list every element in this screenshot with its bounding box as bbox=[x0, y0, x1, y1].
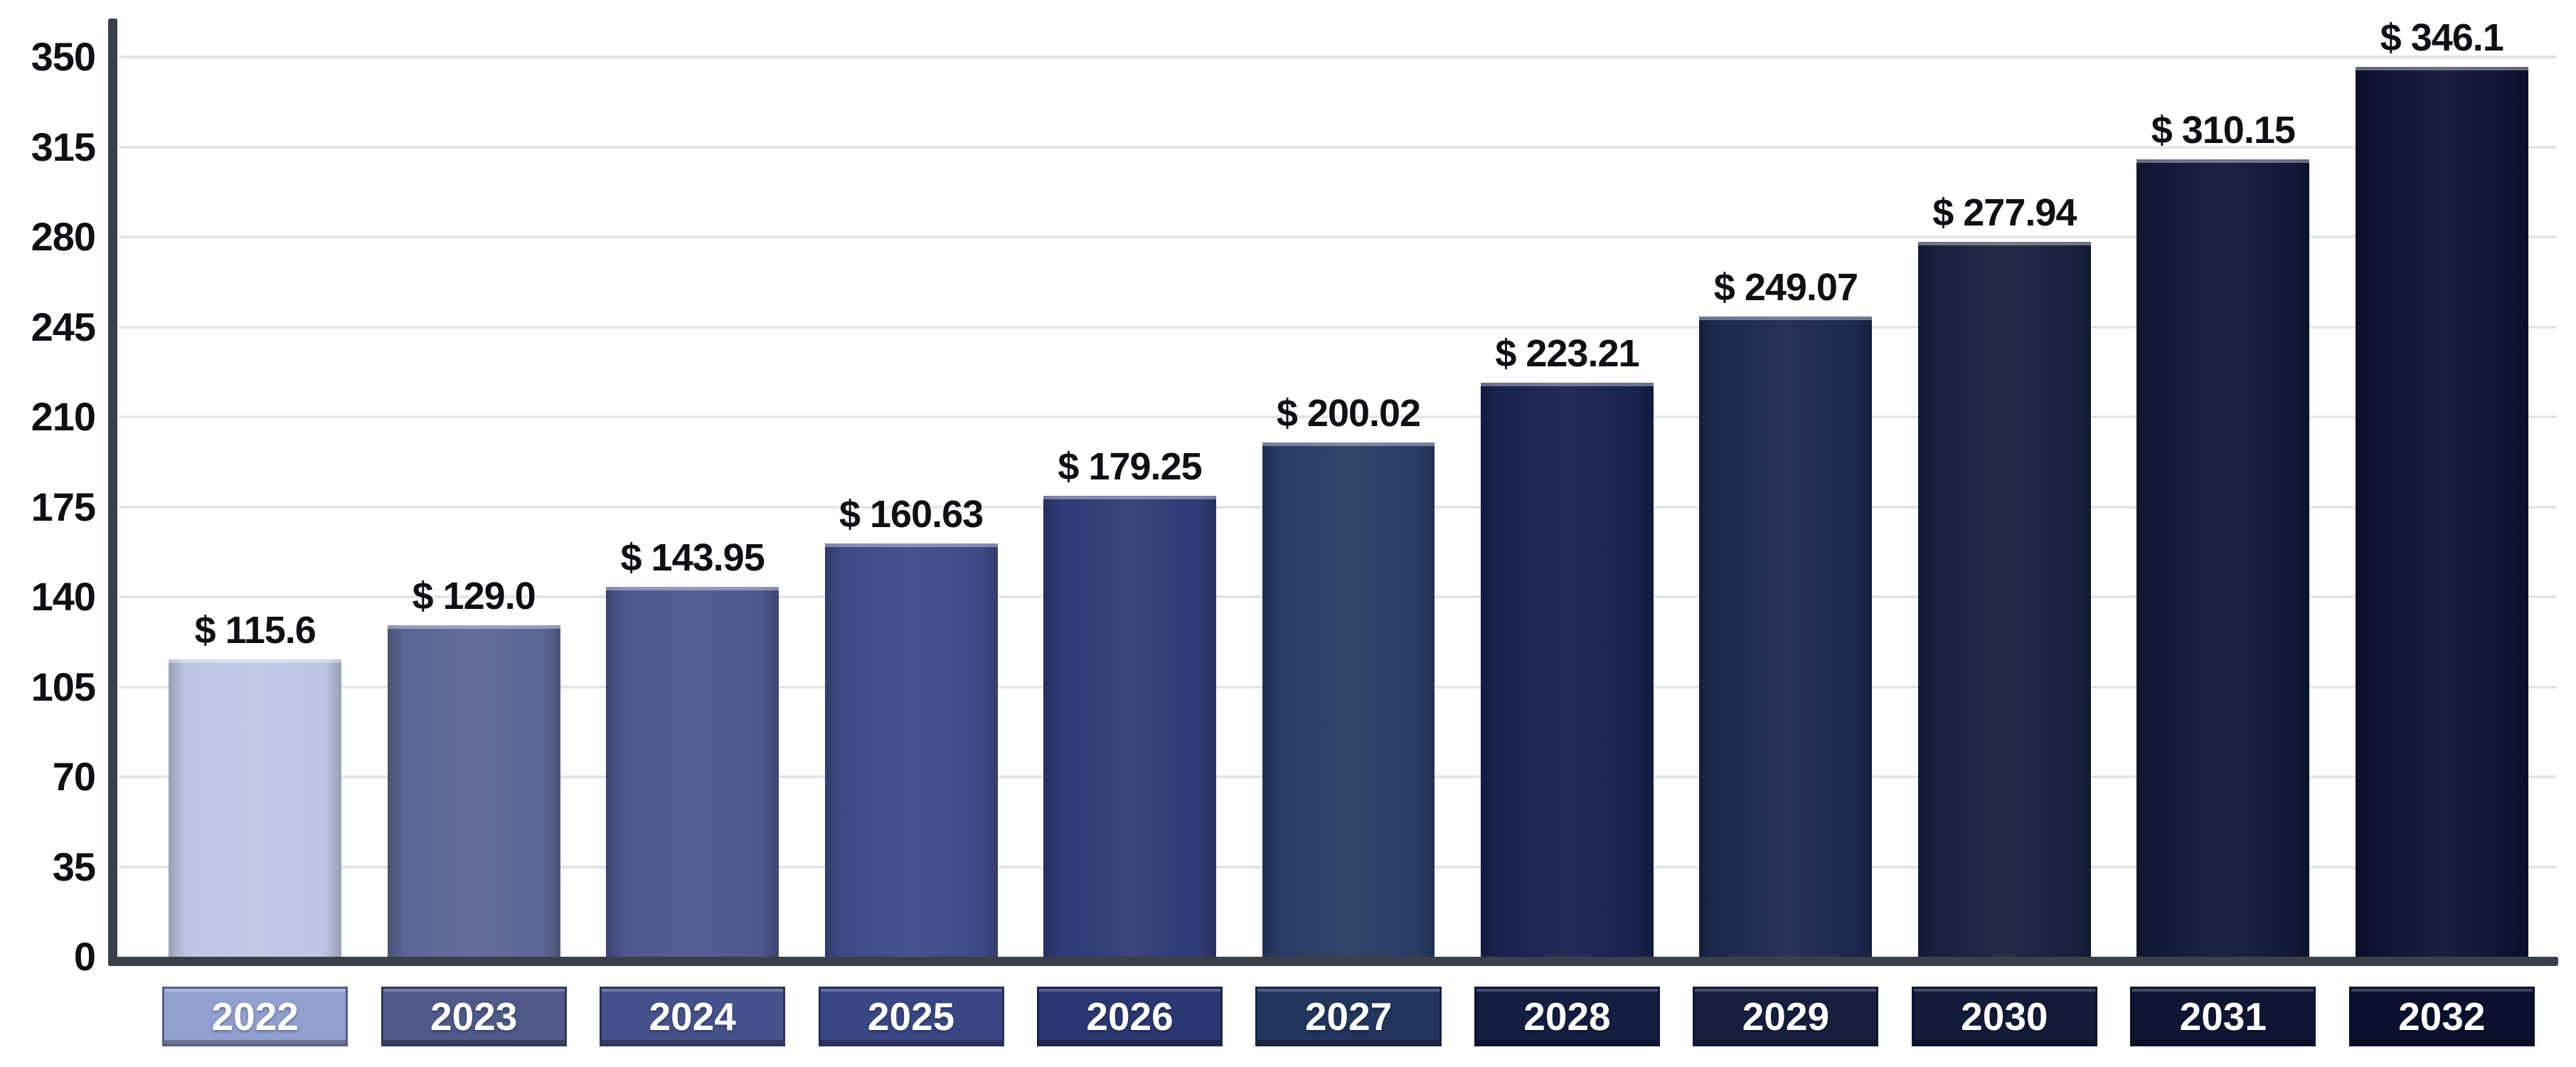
bar-value-label: $ 310.15 bbox=[2151, 109, 2296, 152]
gridline bbox=[118, 55, 2556, 58]
y-tick-label: 350 bbox=[31, 34, 96, 79]
year-slot: 2024 bbox=[583, 987, 802, 1046]
bar-2025: $ 160.63 bbox=[824, 495, 998, 957]
year-label-2025: 2025 bbox=[818, 987, 1004, 1046]
y-axis-tick-labels: 0 35 70 105 140 175 210 245 280 315 350 bbox=[0, 37, 100, 977]
y-tick-label: 35 bbox=[52, 844, 96, 889]
bar-value-label: $ 179.25 bbox=[1058, 445, 1202, 489]
bar-value-label: $ 200.02 bbox=[1276, 392, 1421, 435]
bar-2024: $ 143.95 bbox=[606, 538, 779, 957]
gridline bbox=[118, 415, 2556, 418]
year-label-2022: 2022 bbox=[162, 987, 348, 1046]
bar-value-label: $ 346.1 bbox=[2380, 16, 2504, 60]
year-slot: 2032 bbox=[2333, 987, 2551, 1046]
bar-2022: $ 115.6 bbox=[169, 611, 342, 957]
year-slot: 2029 bbox=[1676, 987, 1895, 1046]
bar-2023: $ 129.0 bbox=[387, 577, 560, 957]
year-label-2031: 2031 bbox=[2130, 987, 2316, 1046]
bar-slot: $ 310.15 bbox=[2114, 57, 2332, 957]
y-tick-label: 70 bbox=[52, 754, 96, 799]
y-tick-label: 245 bbox=[31, 304, 96, 349]
bar-slot: $ 160.63 bbox=[802, 57, 1020, 957]
year-labels-row: 2022 2023 2024 2025 2026 2027 2028 2029 2030 2031… bbox=[146, 987, 2551, 1046]
bar-slot: $ 223.21 bbox=[1458, 57, 1676, 957]
y-tick-label: 0 bbox=[73, 934, 96, 979]
year-label-2029: 2029 bbox=[1693, 987, 1879, 1046]
bar-value-label: $ 249.07 bbox=[1713, 265, 1858, 309]
bar-value-label: $ 160.63 bbox=[839, 493, 984, 536]
y-axis-line bbox=[108, 18, 117, 966]
gridline bbox=[118, 145, 2556, 149]
year-label-2024: 2024 bbox=[600, 987, 786, 1046]
year-label-2030: 2030 bbox=[1911, 987, 2097, 1046]
bar-value-label: $ 115.6 bbox=[194, 609, 316, 652]
bar-slot: $ 179.25 bbox=[1021, 57, 1239, 957]
year-slot: 2025 bbox=[802, 987, 1020, 1046]
year-slot: 2031 bbox=[2114, 987, 2332, 1046]
bar-2028: $ 223.21 bbox=[1481, 334, 1654, 957]
y-tick-label: 140 bbox=[31, 574, 96, 619]
year-label-2032: 2032 bbox=[2348, 987, 2535, 1046]
year-label-2023: 2023 bbox=[380, 987, 567, 1046]
year-slot: 2026 bbox=[1021, 987, 1239, 1046]
year-slot: 2027 bbox=[1239, 987, 1457, 1046]
bar-2032: $ 346.1 bbox=[2355, 18, 2528, 957]
bar-value-label: $ 129.0 bbox=[412, 574, 536, 617]
year-label-2027: 2027 bbox=[1255, 987, 1442, 1046]
year-slot: 2030 bbox=[1895, 987, 2114, 1046]
y-tick-label: 315 bbox=[31, 124, 96, 169]
year-slot: 2023 bbox=[364, 987, 582, 1046]
year-slot: 2022 bbox=[146, 987, 364, 1046]
gridline bbox=[118, 235, 2556, 238]
bars-row: $ 115.6 $ 129.0 $ 143.95 $ 160.63 $ 179.25 $ … bbox=[146, 18, 2551, 957]
bar-slot: $ 115.6 bbox=[146, 57, 364, 957]
bar-2031: $ 310.15 bbox=[2136, 111, 2310, 957]
y-tick-label: 175 bbox=[31, 484, 96, 529]
y-tick-label: 280 bbox=[31, 214, 96, 259]
bar-value-label: $ 143.95 bbox=[620, 536, 765, 579]
bar-2027: $ 200.02 bbox=[1262, 394, 1435, 957]
bar-slot: $ 143.95 bbox=[583, 57, 802, 957]
bar-2026: $ 179.25 bbox=[1043, 447, 1216, 957]
bar-2030: $ 277.94 bbox=[1917, 193, 2091, 957]
year-label-2028: 2028 bbox=[1474, 987, 1661, 1046]
year-label-2026: 2026 bbox=[1036, 987, 1223, 1046]
bar-value-label: $ 223.21 bbox=[1495, 332, 1639, 376]
bar-2029: $ 249.07 bbox=[1699, 268, 1873, 957]
y-tick-label: 210 bbox=[31, 394, 96, 439]
bar-slot: $ 129.0 bbox=[364, 57, 582, 957]
x-axis-line bbox=[108, 957, 2558, 966]
gridline bbox=[118, 325, 2556, 329]
year-slot: 2028 bbox=[1458, 987, 1676, 1046]
bar-slot: $ 200.02 bbox=[1239, 57, 1457, 957]
y-tick-label: 105 bbox=[31, 664, 96, 709]
bar-slot: $ 249.07 bbox=[1676, 57, 1895, 957]
bar-value-label: $ 277.94 bbox=[1932, 191, 2077, 235]
bar-slot: $ 346.1 bbox=[2333, 18, 2551, 957]
bar-slot: $ 277.94 bbox=[1895, 57, 2114, 957]
